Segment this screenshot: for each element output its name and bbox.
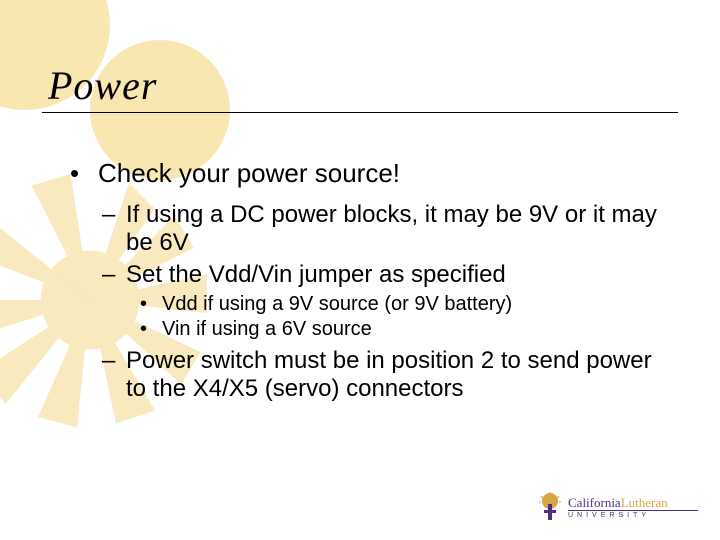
- logo-line2: UNIVERSITY: [568, 512, 698, 519]
- bullet-dot-icon: •: [70, 158, 98, 189]
- logo-mark-icon: [538, 492, 562, 522]
- bullet-text: If using a DC power blocks, it may be 9V…: [126, 201, 670, 257]
- slide-content: • Check your power source! – If using a …: [70, 158, 670, 407]
- bullet-level3: • Vdd if using a 9V source (or 9V batter…: [140, 293, 670, 316]
- bullet-text: Vin if using a 6V source: [162, 318, 372, 341]
- logo-line1: CaliforniaLutheran: [568, 496, 698, 509]
- bullet-level3: • Vin if using a 6V source: [140, 318, 670, 341]
- title-underline: [42, 112, 678, 113]
- bullet-dash-icon: –: [102, 261, 126, 289]
- logo-underline: [568, 510, 698, 511]
- bullet-dot-icon: •: [140, 318, 162, 341]
- bullet-level2: – If using a DC power blocks, it may be …: [102, 201, 670, 257]
- bullet-dot-icon: •: [140, 293, 162, 316]
- logo-word-lutheran: Lutheran: [621, 495, 668, 510]
- slide-title: Power: [48, 62, 157, 109]
- bullet-dash-icon: –: [102, 201, 126, 257]
- bullet-text: Vdd if using a 9V source (or 9V battery): [162, 293, 512, 316]
- bullet-text: Power switch must be in position 2 to se…: [126, 347, 670, 403]
- logo-word-california: California: [568, 495, 621, 510]
- bullet-dash-icon: –: [102, 347, 126, 403]
- slide: Power • Check your power source! – If us…: [0, 0, 720, 540]
- logo-text: CaliforniaLutheran UNIVERSITY: [568, 496, 698, 519]
- bullet-level2: – Set the Vdd/Vin jumper as specified: [102, 261, 670, 289]
- bullet-level1: • Check your power source!: [70, 158, 670, 189]
- bullet-text: Check your power source!: [98, 158, 400, 189]
- bullet-text: Set the Vdd/Vin jumper as specified: [126, 261, 506, 289]
- bullet-level2: – Power switch must be in position 2 to …: [102, 347, 670, 403]
- university-logo: CaliforniaLutheran UNIVERSITY: [538, 492, 698, 522]
